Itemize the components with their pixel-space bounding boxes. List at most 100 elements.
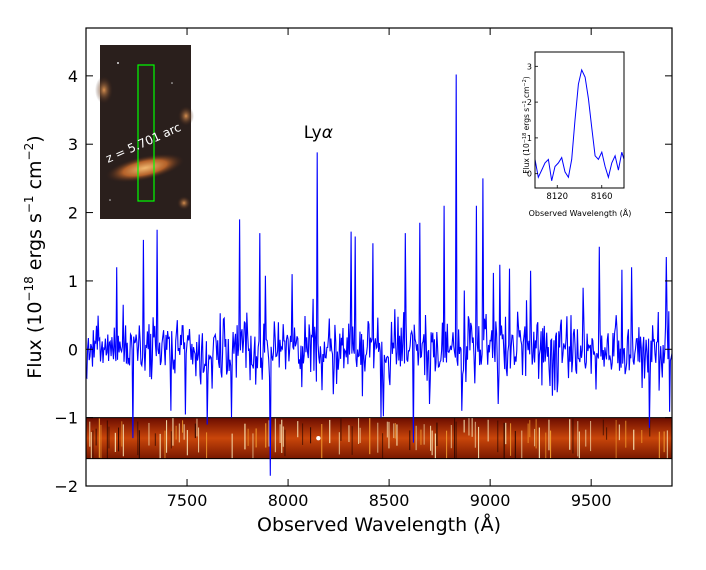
band-streak xyxy=(618,424,620,441)
band-streak xyxy=(359,427,361,443)
band-streak xyxy=(284,429,286,457)
band-streak xyxy=(92,430,94,459)
band-streak xyxy=(268,420,270,447)
lyman-alpha-emission-spot xyxy=(316,435,321,441)
spectrum-line xyxy=(86,74,672,476)
band-streak xyxy=(505,422,507,445)
band-streak xyxy=(396,424,398,446)
band-streak xyxy=(446,430,448,459)
band-streak xyxy=(527,423,529,444)
band-streak xyxy=(255,428,257,448)
y-tick-label: 0 xyxy=(68,340,78,359)
band-streak xyxy=(478,426,480,459)
band-streak xyxy=(148,422,150,446)
band-streak xyxy=(265,423,267,448)
band-streak xyxy=(393,423,395,439)
band-streak xyxy=(95,428,97,446)
band-streak xyxy=(450,424,452,449)
band-streak xyxy=(178,423,180,443)
band-streak xyxy=(377,422,379,453)
band-streak xyxy=(666,430,668,459)
band-streak xyxy=(340,418,342,441)
band-streak xyxy=(463,419,465,433)
band-streak xyxy=(194,423,196,439)
band-streak xyxy=(106,420,108,459)
band-streak xyxy=(310,427,312,444)
band-streak xyxy=(247,428,249,446)
band-streak xyxy=(409,430,411,451)
band-streak xyxy=(510,423,512,456)
band-streak xyxy=(521,430,523,459)
band-streak xyxy=(468,417,470,436)
band-streak xyxy=(471,418,473,437)
band-streak xyxy=(100,424,102,459)
2d-spectrum-band xyxy=(86,417,672,460)
galaxy-image-background xyxy=(100,45,191,219)
y-tick-label: −2 xyxy=(54,477,78,496)
band-streak xyxy=(548,419,550,451)
band-streak xyxy=(196,418,198,437)
star-dot xyxy=(171,82,173,84)
band-streak xyxy=(649,420,651,437)
star-dot xyxy=(109,199,111,201)
band-streak xyxy=(394,423,396,439)
x-tick-label: 8500 xyxy=(369,491,410,510)
band-streak xyxy=(474,421,476,448)
band-streak xyxy=(90,432,92,459)
band-streak xyxy=(252,433,254,459)
band-streak xyxy=(118,427,120,452)
band-streak xyxy=(578,431,580,459)
band-streak xyxy=(538,427,540,459)
band-streak xyxy=(159,433,161,459)
inset-x-axis-label: Observed Wavelength (Å) xyxy=(529,207,632,218)
band-streak xyxy=(572,418,574,454)
x-tick-label: 9000 xyxy=(470,491,511,510)
band-streak xyxy=(535,419,537,449)
band-streak xyxy=(172,417,174,446)
band-streak xyxy=(430,425,432,451)
inset-y-tick-label: 1 xyxy=(527,134,532,143)
band-streak xyxy=(89,421,91,447)
band-streak xyxy=(497,420,499,453)
x-tick-label: 8000 xyxy=(268,491,309,510)
band-streak xyxy=(348,425,350,443)
galaxy-blob xyxy=(95,76,113,104)
band-streak xyxy=(415,425,417,451)
band-streak xyxy=(281,419,283,453)
band-streak xyxy=(386,421,388,438)
y-tick-label: 2 xyxy=(68,204,78,223)
slit-rectangle xyxy=(137,64,155,202)
main-y-axis-label: Flux (10−18 ergs s−1 cm−2) xyxy=(22,135,46,378)
band-streak xyxy=(436,422,438,446)
band-streak xyxy=(658,431,660,459)
band-streak xyxy=(154,433,156,446)
star-dot xyxy=(117,62,119,64)
inset-y-tick-label: 0 xyxy=(527,170,532,179)
band-streak xyxy=(138,430,140,459)
inset-plot-frame xyxy=(534,51,625,189)
band-streak xyxy=(423,424,425,445)
band-streak xyxy=(231,433,233,459)
band-streak xyxy=(590,420,592,452)
band-streak xyxy=(297,421,299,438)
inset-spectrum-line xyxy=(535,68,624,181)
band-streak xyxy=(121,421,123,447)
inset-y-axis-label: Flux (10−18 ergs s−1 cm−2) xyxy=(522,76,531,174)
band-streak xyxy=(514,430,516,459)
band-streak xyxy=(183,424,185,440)
inset-y-tick-label: 2 xyxy=(527,98,532,107)
band-streak xyxy=(641,430,643,444)
band-streak xyxy=(606,427,608,440)
inset-x-tick-label: 8160 xyxy=(591,192,613,202)
band-streak xyxy=(182,420,184,433)
band-streak xyxy=(534,428,536,447)
y-tick-label: 1 xyxy=(68,272,78,291)
band-streak xyxy=(529,420,531,438)
inset-x-ticks: 8120 8160 xyxy=(546,185,613,202)
band-streak xyxy=(434,433,436,459)
band-streak xyxy=(175,425,177,440)
x-tick-label: 9500 xyxy=(571,491,612,510)
band-streak xyxy=(487,419,489,442)
